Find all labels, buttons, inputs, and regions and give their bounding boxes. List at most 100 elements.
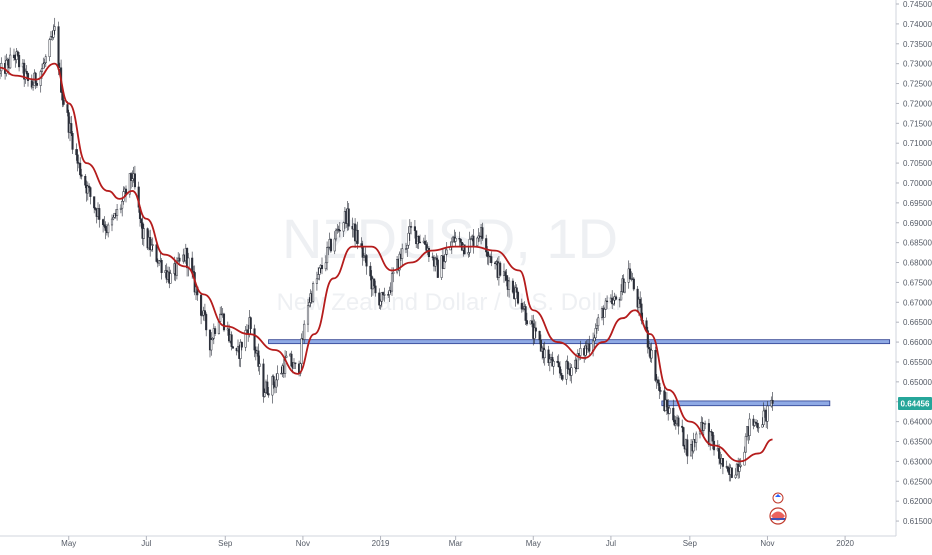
candle — [469, 236, 472, 240]
candle — [677, 415, 680, 435]
candle — [175, 257, 178, 280]
candle-body-down — [365, 255, 368, 267]
candle — [552, 359, 555, 375]
candle-body-up — [597, 317, 600, 327]
candle-body-down — [62, 99, 65, 105]
candle-body-up — [508, 280, 511, 290]
candle-body-down — [511, 280, 514, 293]
watermark-symbol: NZDUSD, 1D — [282, 207, 618, 270]
candle — [674, 415, 677, 430]
candle — [110, 214, 114, 232]
candle — [681, 419, 684, 433]
candle-body-up — [280, 372, 283, 375]
candle-body-up — [42, 63, 45, 69]
candle — [169, 269, 172, 284]
candle — [133, 165, 136, 190]
candle-body-up — [324, 262, 327, 270]
candle — [26, 72, 30, 87]
candle-body-down — [431, 256, 434, 258]
candle-body-down — [130, 173, 133, 181]
candle-body-down — [556, 361, 559, 363]
candle — [76, 149, 79, 172]
candle-body-up — [326, 247, 329, 264]
candle — [52, 24, 55, 40]
candle-body-up — [40, 68, 44, 72]
candle-body-down — [524, 306, 527, 321]
candle-body-down — [654, 349, 657, 381]
candle-body-up — [43, 62, 46, 65]
candle — [300, 333, 303, 372]
y-axis-tick-label: 0.69500 — [903, 199, 932, 208]
candle — [408, 219, 411, 241]
candle — [686, 434, 689, 465]
candle-body-down — [756, 423, 759, 428]
candle-body-down — [75, 149, 78, 156]
support-resistance-zones[interactable] — [268, 339, 891, 407]
candle — [104, 221, 107, 240]
candle — [467, 247, 470, 258]
candle — [231, 345, 234, 349]
candle — [150, 238, 153, 252]
candle — [597, 313, 600, 331]
candle-body-down — [486, 251, 489, 257]
candle-body-up — [112, 217, 115, 220]
candle-body-down — [499, 262, 502, 276]
horizontal-zone-1[interactable] — [268, 339, 891, 345]
candle-body-down — [648, 346, 651, 350]
candle — [730, 467, 733, 479]
y-axis-tick-label: 0.66500 — [903, 318, 932, 327]
candle — [754, 418, 758, 425]
y-axis-tick-label: 0.68000 — [903, 259, 932, 268]
candle — [272, 374, 275, 389]
candle-body-up — [24, 70, 27, 80]
candle-body-down — [485, 238, 488, 253]
candle — [436, 255, 439, 278]
candle — [534, 321, 537, 339]
candle — [43, 58, 46, 69]
candle-body-up — [362, 256, 366, 258]
candle — [116, 203, 119, 221]
candle-body-up — [692, 439, 695, 452]
candle-body-down — [515, 287, 518, 293]
candle-body-up — [674, 423, 677, 426]
x-axis-tick-label: May — [61, 539, 76, 548]
candle-body-down — [606, 300, 609, 302]
horizontal-zone-2[interactable] — [661, 400, 831, 407]
candle — [511, 278, 514, 294]
candle-body-up — [239, 341, 242, 359]
candle-body-up — [271, 376, 274, 396]
candle-body-up — [121, 200, 124, 209]
candle — [744, 433, 747, 453]
candle-body-up — [110, 218, 114, 226]
candle — [211, 337, 214, 341]
candle — [584, 341, 587, 360]
candle — [32, 81, 35, 91]
candle — [200, 293, 203, 325]
candle — [210, 332, 213, 356]
candle-body-up — [303, 323, 306, 340]
last-price-background — [898, 396, 932, 410]
candle-body-up — [131, 178, 134, 181]
candle-body-down — [57, 26, 60, 70]
candle — [67, 109, 70, 139]
candle-body-down — [290, 353, 293, 367]
candle — [639, 291, 642, 308]
dividend-earnings-event-icon[interactable] — [769, 492, 787, 525]
candle — [435, 253, 438, 265]
candle — [75, 143, 78, 161]
candle — [566, 355, 569, 375]
candle — [614, 294, 618, 301]
time-axis[interactable]: May Jul Sep Nov 2019 Mar May Jul Sep Nov 2020 — [61, 536, 855, 548]
candle-body-down — [98, 208, 101, 220]
candle — [762, 402, 765, 427]
candle-body-down — [240, 341, 243, 348]
candle — [404, 242, 408, 253]
candle-body-down — [155, 244, 158, 262]
candle — [312, 281, 315, 303]
candle — [347, 202, 350, 231]
candle — [337, 225, 340, 233]
candle-body-up — [128, 173, 131, 195]
candle — [9, 47, 12, 69]
